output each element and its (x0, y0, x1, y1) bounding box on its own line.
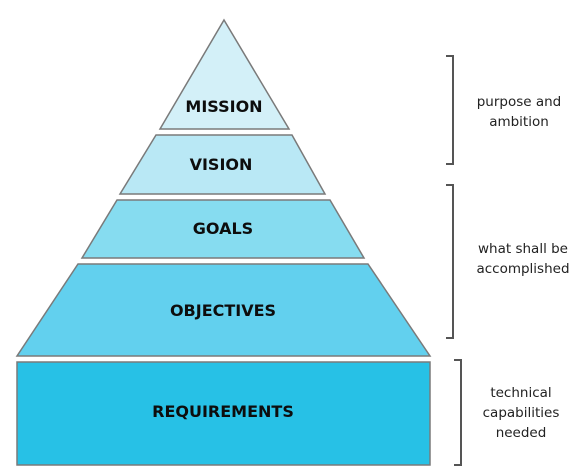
tier-requirements (16, 361, 431, 466)
annotation-purpose-line-2: ambition (489, 114, 549, 130)
bracket-purpose (446, 55, 454, 165)
annotation-technical: technical capabilities needed (466, 383, 576, 443)
tier-vision-label: VISION (190, 155, 253, 174)
annotation-accomplish: what shall be accomplished (464, 239, 582, 279)
tier-objectives (15, 263, 432, 357)
tier-mission-label: MISSION (185, 97, 262, 116)
bracket-accomplish (446, 184, 454, 339)
annotation-technical-line-3: needed (495, 425, 547, 441)
annotation-accomplish-line-2: accomplished (476, 261, 570, 277)
tier-vision (118, 134, 327, 195)
annotation-purpose-line-1: purpose and (476, 94, 562, 110)
tier-goals (80, 199, 366, 259)
bracket-technical (454, 359, 462, 466)
tier-mission (158, 18, 291, 130)
annotation-technical-line-1: technical (490, 385, 552, 401)
annotation-technical-line-2: capabilities (482, 405, 560, 421)
tier-goals-label: GOALS (193, 219, 253, 238)
annotation-purpose: purpose and ambition (460, 92, 578, 132)
tier-requirements-label: REQUIREMENTS (152, 402, 294, 421)
annotation-accomplish-line-1: what shall be (478, 241, 568, 257)
tier-objectives-label: OBJECTIVES (170, 301, 276, 320)
